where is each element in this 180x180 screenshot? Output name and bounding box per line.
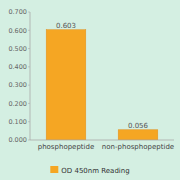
y-tick-label: 0.500	[8, 45, 27, 53]
legend-label: OD 450nm Reading	[61, 167, 129, 175]
bar	[46, 30, 86, 140]
data-label: 0.056	[128, 122, 149, 130]
legend-swatch	[50, 166, 58, 173]
legend: OD 450nm Reading	[50, 166, 129, 175]
y-tick	[28, 66, 30, 67]
y-tick-label: 0.100	[8, 118, 27, 126]
y-tick	[28, 121, 30, 122]
y-axis-line	[30, 12, 31, 140]
y-tick-label: 0.700	[8, 8, 27, 16]
y-tick	[28, 85, 30, 86]
page: {"chart_data": {"type": "bar", "categori…	[0, 0, 180, 180]
x-axis-line	[30, 140, 174, 141]
x-tick-label: phosphopeptide	[38, 143, 95, 151]
y-tick	[28, 103, 30, 104]
x-tick-label: non-phosphopeptide	[102, 143, 174, 151]
y-tick-label: 0.000	[8, 136, 27, 144]
y-tick	[28, 12, 30, 13]
bars	[46, 30, 158, 140]
chart-container: 0.603 0.056 0.000 0.100 0.200 0.300 0.400 0.500…	[0, 0, 180, 180]
data-label: 0.603	[56, 22, 76, 30]
y-tick	[28, 48, 30, 49]
y-tick-label: 0.400	[8, 63, 27, 71]
y-tick	[28, 30, 30, 31]
y-tick	[28, 140, 30, 141]
y-tick-label: 0.600	[8, 27, 27, 35]
bar	[118, 130, 158, 140]
chart-svg: 0.603 0.056 0.000 0.100 0.200 0.300 0.400 0.500…	[0, 0, 180, 180]
y-tick-label: 0.200	[8, 100, 27, 108]
y-tick-label: 0.300	[8, 81, 27, 89]
